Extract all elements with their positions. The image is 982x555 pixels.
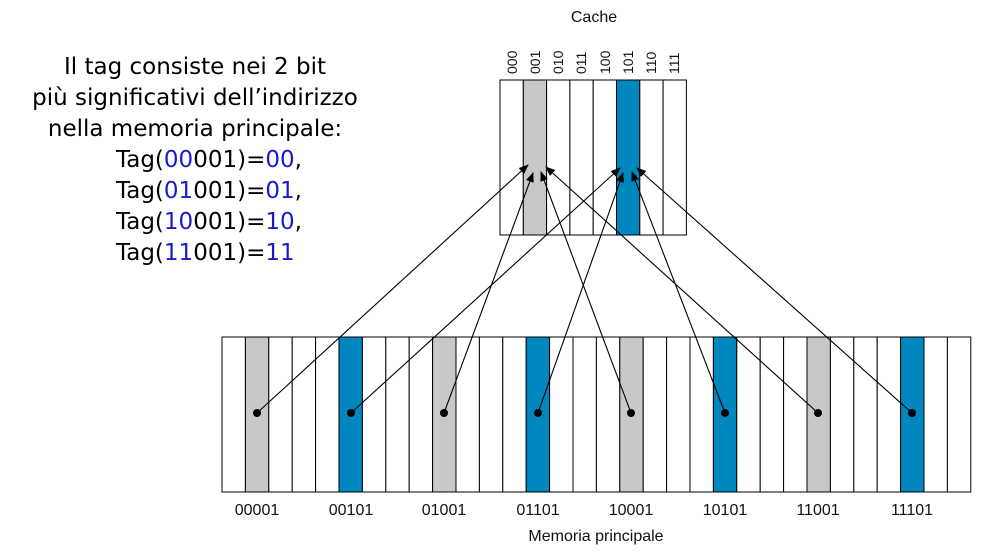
source-dot	[440, 409, 448, 417]
source-dot	[534, 409, 542, 417]
source-dot	[908, 409, 916, 417]
cache-slot-label: 001	[527, 50, 543, 74]
arrow-11001	[545, 166, 819, 414]
memory-title: Memoria principale	[528, 528, 663, 545]
tag-value: 10	[265, 209, 295, 235]
arrow-11101	[636, 167, 913, 414]
cache-slot-label: 110	[643, 51, 659, 74]
arrow-10001	[540, 171, 632, 414]
explanation-line: più significativi dell’indirizzo	[32, 85, 358, 111]
arrow-01101	[537, 172, 624, 414]
memory-block	[221, 336, 972, 493]
cache-slot-label: 000	[504, 50, 520, 74]
arrow-00001	[256, 164, 529, 414]
cache-slot	[499, 79, 524, 236]
memory-address: 01001	[422, 502, 467, 519]
explanation-line: Il tag consiste nei 2 bit	[63, 54, 327, 80]
mapping-arrows	[256, 164, 913, 414]
tag-value: 00	[265, 147, 295, 173]
cache-slot-labels: 000 001 010 011 100 101 110 111	[504, 50, 682, 74]
source-dot	[347, 409, 355, 417]
cache-slot-label: 111	[666, 53, 682, 74]
memory-address: 10101	[703, 502, 748, 519]
cache-slot-label: 011	[573, 51, 589, 74]
cache-slot-gray	[522, 79, 548, 236]
source-dots	[253, 409, 916, 417]
explanation-line: nella memoria principale:	[47, 116, 343, 142]
tag-high-bits: 10	[163, 209, 194, 235]
cache-slot	[569, 79, 594, 236]
arrow-01001	[443, 172, 534, 414]
memory-address: 01101	[516, 502, 559, 519]
cache-slot	[592, 79, 618, 236]
memory-address: 11001	[796, 502, 839, 519]
cache-slot-blue	[616, 79, 641, 236]
cache-slot	[546, 79, 571, 236]
cache-block	[499, 79, 687, 236]
tag-example: Tag(00001)=00,	[116, 147, 302, 173]
source-dot	[627, 409, 635, 417]
cache-slot-label: 101	[620, 50, 636, 74]
source-dot	[814, 409, 822, 417]
tag-example: Tag(10001)=10,	[116, 209, 302, 235]
source-dot	[253, 409, 261, 417]
memory-address: 11101	[891, 502, 933, 519]
tag-example: Tag(11001)=11	[116, 240, 295, 266]
memory-address: 00101	[329, 502, 374, 519]
tag-value: 01	[265, 178, 295, 204]
tag-example: Tag(01001)=01,	[116, 178, 302, 204]
memory-address: 00001	[235, 502, 280, 519]
source-dot	[721, 409, 729, 417]
tag-high-bits: 00	[163, 147, 194, 173]
arrow-00101	[350, 167, 621, 414]
tag-high-bits: 01	[163, 178, 194, 204]
tag-examples: Tag(00001)=00, Tag(01001)=01, Tag(10001)…	[116, 145, 302, 269]
memory-address: 10001	[609, 502, 654, 519]
tag-value: 11	[265, 240, 295, 266]
cache-slot	[662, 79, 687, 236]
arrow-10101	[631, 171, 726, 414]
cache-slot-label: 100	[597, 50, 613, 74]
cache-slot	[639, 79, 664, 236]
tag-high-bits: 11	[163, 240, 194, 266]
cache-slot-label: 010	[550, 50, 566, 74]
cache-title: Cache	[571, 9, 617, 26]
memory-address-labels: 00001 00101 01001 01101 10001 10101 1100…	[235, 502, 933, 519]
tag-explanation: Il tag consiste nei 2 bit più significat…	[0, 52, 390, 145]
